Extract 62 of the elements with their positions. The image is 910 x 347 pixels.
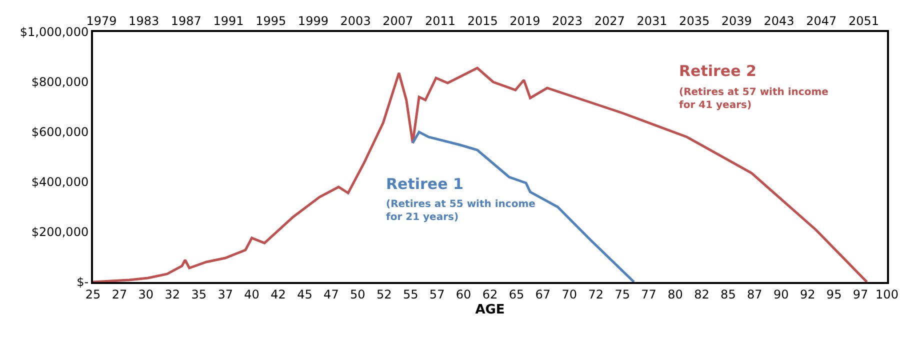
series-label: Retiree 1 bbox=[386, 175, 464, 193]
x-axis-title: AGE bbox=[475, 302, 505, 318]
x-tick-label: 100 bbox=[876, 287, 898, 302]
x-tick-label: 30 bbox=[138, 287, 154, 302]
x-tick-label: 47 bbox=[324, 287, 339, 302]
x2-tick-label: 2007 bbox=[382, 14, 414, 28]
x2-tick-label: 2039 bbox=[721, 14, 752, 28]
x-tick-label: 67 bbox=[535, 287, 551, 302]
x-tick-label: 72 bbox=[588, 287, 604, 302]
x-tick-label: 25 bbox=[85, 287, 101, 302]
x-tick-label: 87 bbox=[747, 287, 762, 302]
x-tick-label: 35 bbox=[191, 287, 207, 302]
annotation: (Retires at 57 with income for 41 years) bbox=[679, 87, 829, 111]
x2-tick-label: 1991 bbox=[213, 14, 244, 28]
x-tick-label: 60 bbox=[456, 287, 472, 302]
y-tick-label: $800,000 bbox=[31, 75, 89, 90]
text: Retiree 2 bbox=[679, 62, 756, 80]
x2-tick-label: 1995 bbox=[256, 14, 286, 28]
x2-tick-label: 2047 bbox=[806, 14, 837, 28]
annotation: (Retires at 55 with income for 21 years) bbox=[386, 199, 536, 223]
x2-tick-label: 2035 bbox=[679, 14, 710, 28]
x-tick-label: 55 bbox=[402, 287, 418, 302]
x2-tick-label: 2003 bbox=[340, 14, 371, 28]
x-tick-label: 90 bbox=[773, 287, 789, 302]
x-tick-label: 27 bbox=[112, 287, 128, 302]
x-tick-label: 40 bbox=[244, 287, 260, 302]
x2-tick-label: 2031 bbox=[636, 14, 668, 28]
x-tick-label: 57 bbox=[429, 287, 445, 302]
x-tick-label: 70 bbox=[562, 287, 578, 302]
x-tick-label: 75 bbox=[614, 287, 630, 302]
x-tick-label: 32 bbox=[164, 287, 180, 302]
x2-tick-label: 2027 bbox=[594, 14, 625, 28]
y-tick-label: $200,000 bbox=[31, 225, 89, 240]
x-tick-label: 45 bbox=[297, 287, 312, 302]
x-tick-label: 92 bbox=[800, 287, 816, 302]
y-tick-label: $- bbox=[76, 275, 89, 290]
x2-tick-label: 1987 bbox=[170, 14, 202, 28]
y-tick-label: $1,000,000 bbox=[20, 25, 89, 40]
x-tick-label: 52 bbox=[376, 287, 392, 302]
x2-tick-label: 2011 bbox=[424, 14, 456, 28]
x-tick-label: 97 bbox=[852, 287, 868, 302]
y-tick-label: $600,000 bbox=[31, 125, 89, 140]
x2-tick-label: 2019 bbox=[510, 14, 540, 28]
x-tick-label: 42 bbox=[270, 287, 286, 302]
x2-tick-label: 2015 bbox=[467, 14, 498, 28]
x-tick-label: 82 bbox=[694, 287, 710, 302]
x-tick-label: 80 bbox=[668, 287, 683, 302]
x-tick-label: 62 bbox=[482, 287, 498, 302]
x2-tick-label: 2043 bbox=[764, 14, 794, 28]
x2-tick-label: 2051 bbox=[848, 14, 879, 28]
x-tick-label: 65 bbox=[508, 287, 524, 302]
x2-tick-label: 2023 bbox=[552, 14, 583, 28]
line-series bbox=[93, 66, 868, 282]
x2-tick-label: 1979 bbox=[86, 14, 117, 28]
x-tick-label: 85 bbox=[720, 287, 736, 302]
x2-tick-label: 1983 bbox=[128, 14, 160, 28]
x-tick-label: 95 bbox=[826, 287, 842, 302]
x-tick-label: 37 bbox=[218, 287, 233, 302]
x-tick-label: 50 bbox=[350, 287, 366, 302]
y-tick-label: $400,000 bbox=[31, 175, 89, 190]
x-tick-label: 77 bbox=[641, 287, 656, 302]
x2-tick-label: 1999 bbox=[298, 14, 328, 28]
